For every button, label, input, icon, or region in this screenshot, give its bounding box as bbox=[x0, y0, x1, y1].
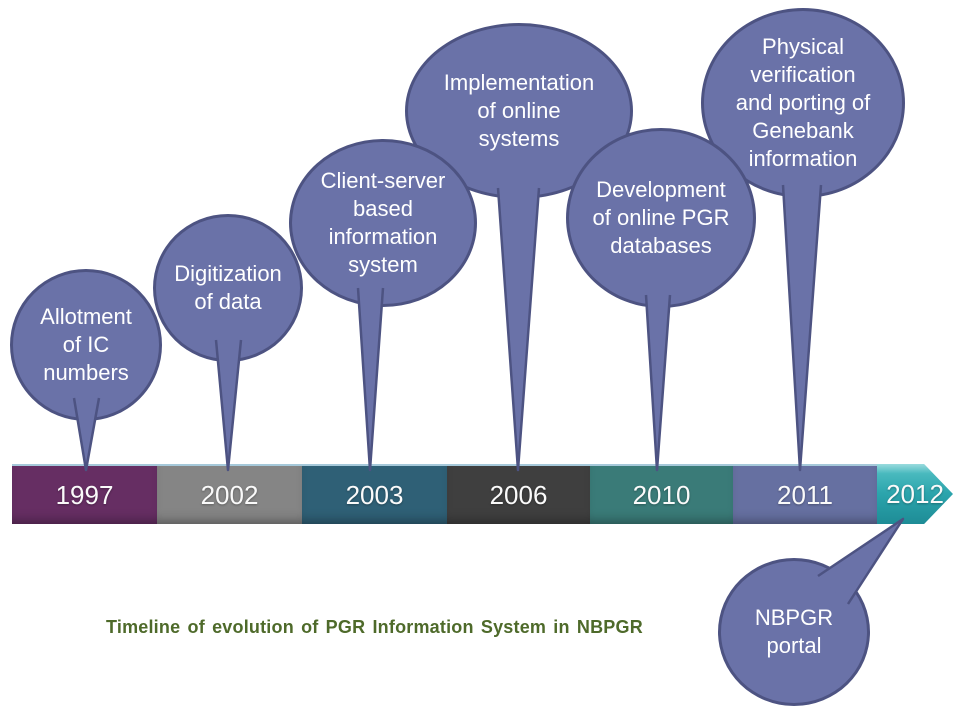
callout-line: portal bbox=[766, 633, 822, 658]
callout-line: Genebank bbox=[752, 118, 854, 143]
callout-line: based bbox=[353, 196, 413, 221]
year-label: 2010 bbox=[632, 479, 691, 510]
callout-line: of data bbox=[194, 289, 262, 314]
tail-2010-pointer bbox=[644, 294, 672, 472]
callout-line: numbers bbox=[43, 360, 129, 385]
callout-line: Implementation bbox=[443, 70, 595, 95]
callout-line: information bbox=[748, 146, 858, 171]
callout-physical-verification-and-porting: Physical verification and porting of Gen… bbox=[701, 8, 905, 198]
callout-line: systems bbox=[478, 126, 560, 151]
callout-text: Allotment of IC numbers bbox=[40, 303, 132, 387]
timeline-segment-2006: 2006 bbox=[447, 464, 590, 524]
callout-line: NBPGR bbox=[754, 605, 834, 630]
timeline-segment-2002: 2002 bbox=[157, 464, 302, 524]
timeline-arrow-2012: 2012 bbox=[877, 464, 953, 524]
callout-line: of online bbox=[477, 98, 561, 123]
callout-line: Physical bbox=[762, 34, 844, 59]
callout-development-of-online-pgr-databases: Development of online PGR databases bbox=[566, 128, 756, 308]
callout-line: verification bbox=[750, 62, 856, 87]
callout-text: Development of online PGR databases bbox=[593, 176, 730, 260]
callout-nbpgr-portal: NBPGR portal bbox=[718, 558, 870, 706]
callout-line: and porting of bbox=[735, 90, 871, 115]
year-label: 2006 bbox=[489, 479, 548, 510]
tail-2011-pointer bbox=[781, 184, 823, 472]
callout-client-server-based-information-system: Client-server based information system bbox=[289, 139, 477, 307]
timeline-bar: 1997 2002 2003 2006 2010 2011 2012 bbox=[12, 464, 953, 524]
timeline-segment-2010: 2010 bbox=[590, 464, 733, 524]
callout-line: of online PGR bbox=[592, 205, 730, 230]
tail-2003-pointer bbox=[356, 287, 385, 472]
callout-text: Digitization of data bbox=[174, 260, 282, 316]
callout-text: Client-server based information system bbox=[321, 167, 446, 279]
callout-line: databases bbox=[610, 233, 712, 258]
timeline-segment-1997: 1997 bbox=[12, 464, 157, 524]
callout-line: of IC bbox=[62, 332, 110, 357]
callout-line: Client-server bbox=[320, 168, 446, 193]
year-label: 2012 bbox=[886, 478, 944, 509]
year-label: 2003 bbox=[345, 479, 404, 510]
timeline-segment-2003: 2003 bbox=[302, 464, 447, 524]
callout-line: information bbox=[328, 224, 438, 249]
callout-text: NBPGR portal bbox=[755, 604, 833, 660]
year-label: 2002 bbox=[200, 479, 259, 510]
callout-line: Development bbox=[596, 177, 726, 202]
slide-caption: Timeline of evolution of PGR Information… bbox=[106, 617, 643, 637]
year-label: 2011 bbox=[777, 479, 833, 510]
callout-line: Allotment bbox=[40, 304, 132, 329]
callout-line: system bbox=[348, 252, 418, 277]
callout-text: Physical verification and porting of Gen… bbox=[736, 33, 871, 173]
year-label: 1997 bbox=[55, 479, 114, 510]
callout-line: Digitization bbox=[174, 261, 282, 286]
callout-digitization-of-data: Digitization of data bbox=[153, 214, 303, 362]
callout-text: Implementation of online systems bbox=[444, 69, 594, 153]
tail-2006-pointer bbox=[496, 187, 541, 472]
timeline-segment-2011: 2011 bbox=[733, 464, 877, 524]
callout-allotment-of-ic-numbers: Allotment of IC numbers bbox=[10, 269, 162, 421]
